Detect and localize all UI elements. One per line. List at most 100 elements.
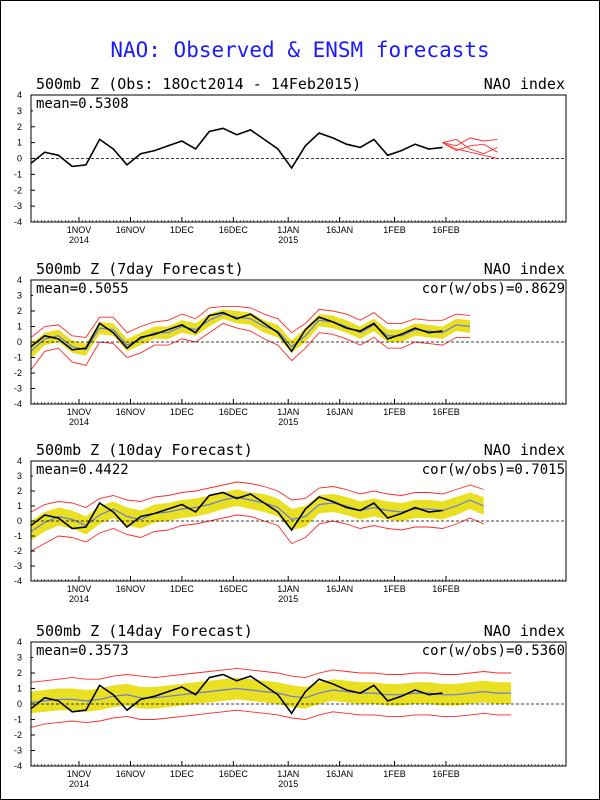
y-tick-label: 2 bbox=[17, 486, 22, 496]
corr-label-bg bbox=[412, 462, 564, 478]
nao-panel-1: 500mb Z (Obs: 18Oct2014 - 14Feb2015) NAO … bbox=[14, 75, 567, 245]
y-tick-label: 3 bbox=[17, 471, 22, 481]
mean-label: mean=0.3573 bbox=[36, 643, 129, 659]
y-tick-label: 0 bbox=[17, 337, 22, 347]
plot-area bbox=[31, 667, 566, 728]
x-tick-label: 16NOV bbox=[116, 769, 146, 779]
page-title: NAO: Observed & ENSM forecasts bbox=[110, 38, 490, 62]
max-line bbox=[31, 481, 484, 513]
x-tick-label: 1JAN bbox=[277, 769, 299, 779]
ensemble-mean-line bbox=[31, 687, 512, 704]
x-tick-label: 1NOV bbox=[67, 769, 92, 779]
x-tick-label: 1DEC bbox=[170, 769, 195, 779]
y-tick-label: -4 bbox=[14, 399, 22, 409]
y-tick-label: -1 bbox=[14, 169, 22, 179]
x-tick-label: 1FEB bbox=[383, 225, 406, 235]
y-tick-label: -2 bbox=[14, 546, 22, 556]
x-tick-label: 16FEB bbox=[432, 584, 460, 594]
observed-line bbox=[31, 491, 443, 532]
x-tick-label: 16DEC bbox=[219, 584, 249, 594]
x-tick-year: 2015 bbox=[278, 594, 298, 604]
x-tick-label: 1FEB bbox=[383, 407, 406, 417]
x-tick-label: 1NOV bbox=[67, 225, 92, 235]
observed-line bbox=[31, 127, 443, 170]
y-tick-label: -1 bbox=[14, 353, 22, 363]
x-tick-label: 1JAN bbox=[277, 407, 299, 417]
panel-title: 500mb Z (10day Forecast) bbox=[36, 441, 253, 459]
y-tick-label: -3 bbox=[14, 384, 22, 394]
x-tick-year: 2014 bbox=[69, 594, 89, 604]
y-tick-label: 1 bbox=[17, 501, 22, 511]
forecast-member-line bbox=[442, 142, 498, 153]
y-tick-label: -4 bbox=[14, 576, 22, 586]
plot-area bbox=[31, 481, 566, 552]
x-tick-label: 16DEC bbox=[219, 407, 249, 417]
mean-label-bg bbox=[33, 96, 141, 112]
corr-label-bg bbox=[412, 643, 564, 659]
x-tick-label: 16FEB bbox=[432, 225, 460, 235]
y-tick-label: -2 bbox=[14, 368, 22, 378]
y-tick-label: 2 bbox=[17, 122, 22, 132]
y-tick-label: 4 bbox=[17, 90, 22, 100]
x-tick-label: 16NOV bbox=[116, 225, 146, 235]
x-tick-label: 16JAN bbox=[326, 407, 353, 417]
forecast-member-line bbox=[442, 137, 498, 147]
y-tick-label: 1 bbox=[17, 138, 22, 148]
y-tick-label: -1 bbox=[14, 715, 22, 725]
plot-area bbox=[31, 305, 566, 371]
x-tick-label: 1DEC bbox=[170, 407, 195, 417]
observed-line bbox=[31, 673, 443, 715]
x-tick-label: 16NOV bbox=[116, 584, 146, 594]
y-tick-label: 3 bbox=[17, 291, 22, 301]
x-tick-label: 16FEB bbox=[432, 769, 460, 779]
mean-label-bg bbox=[33, 462, 141, 478]
x-tick-label: 1DEC bbox=[170, 225, 195, 235]
min-line bbox=[31, 322, 470, 371]
x-tick-label: 1FEB bbox=[383, 584, 406, 594]
panel-title: 500mb Z (7day Forecast) bbox=[36, 260, 244, 278]
x-tick-label: 16NOV bbox=[116, 407, 146, 417]
y-tick-label: -2 bbox=[14, 185, 22, 195]
mean-label-bg bbox=[33, 281, 141, 297]
plot-area bbox=[31, 127, 566, 170]
x-tick-label: 16JAN bbox=[326, 769, 353, 779]
spread-band bbox=[31, 677, 512, 714]
x-tick-label: 1DEC bbox=[170, 584, 195, 594]
index-label: NAO index bbox=[484, 622, 565, 640]
max-line bbox=[31, 305, 471, 338]
y-tick-label: -3 bbox=[14, 201, 22, 211]
y-tick-label: 4 bbox=[17, 275, 22, 285]
max-line bbox=[31, 667, 512, 683]
nao-panel-3: 500mb Z (10day Forecast) NAO index -4 -3 -2 -… bbox=[14, 441, 567, 604]
x-tick-label: 16FEB bbox=[432, 407, 460, 417]
index-label: NAO index bbox=[484, 260, 565, 278]
y-tick-label: 4 bbox=[17, 637, 22, 647]
y-tick-label: -4 bbox=[14, 217, 22, 227]
y-tick-label: 1 bbox=[17, 684, 22, 694]
x-tick-label: 1NOV bbox=[67, 584, 92, 594]
x-tick-year: 2015 bbox=[278, 235, 298, 245]
observed-line bbox=[31, 311, 443, 353]
x-tick-year: 2015 bbox=[278, 779, 298, 789]
panel-title: 500mb Z (14day Forecast) bbox=[36, 622, 253, 640]
x-tick-label: 16DEC bbox=[219, 769, 249, 779]
panel-title: 500mb Z (Obs: 18Oct2014 - 14Feb2015) bbox=[36, 75, 361, 93]
x-tick-year: 2014 bbox=[69, 779, 89, 789]
y-tick-label: -3 bbox=[14, 561, 22, 571]
y-tick-label: 3 bbox=[17, 106, 22, 116]
y-tick-label: -1 bbox=[14, 531, 22, 541]
x-tick-year: 2015 bbox=[278, 417, 298, 427]
x-tick-label: 16JAN bbox=[326, 584, 353, 594]
x-tick-label: 16JAN bbox=[326, 225, 353, 235]
mean-label: mean=0.5055 bbox=[36, 281, 129, 297]
corr-label-bg bbox=[412, 281, 564, 297]
y-tick-label: -3 bbox=[14, 746, 22, 756]
mean-label-bg bbox=[33, 643, 141, 659]
x-tick-year: 2014 bbox=[69, 417, 89, 427]
index-label: NAO index bbox=[484, 441, 565, 459]
y-tick-label: -4 bbox=[14, 761, 22, 771]
mean-label: mean=0.5308 bbox=[36, 96, 129, 112]
y-tick-label: 3 bbox=[17, 653, 22, 663]
corr-label: cor(w/obs)=0.8629 bbox=[422, 281, 565, 297]
